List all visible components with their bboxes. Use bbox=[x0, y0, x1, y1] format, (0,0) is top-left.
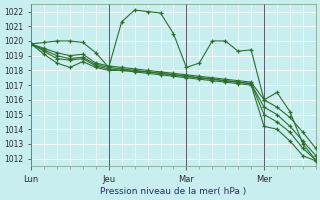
X-axis label: Pression niveau de la mer( hPa ): Pression niveau de la mer( hPa ) bbox=[100, 187, 247, 196]
